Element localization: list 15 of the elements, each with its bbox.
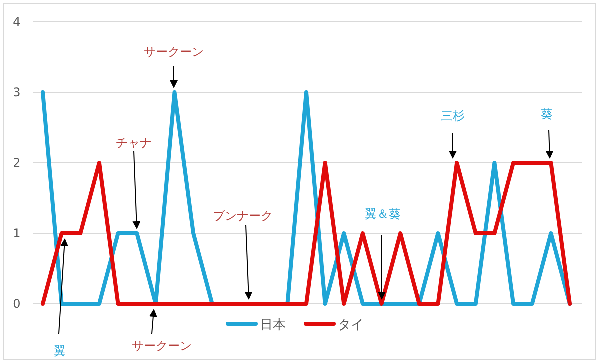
- y-tick-label: 4: [13, 15, 21, 29]
- y-tick-label: 1: [13, 226, 21, 240]
- annotation: 翼: [54, 344, 66, 358]
- annotation: チャナ: [116, 136, 152, 150]
- y-tick-label: 2: [13, 156, 21, 170]
- annotation: サークーン: [132, 339, 192, 353]
- legend-label: 日本: [260, 318, 286, 333]
- annotation: ブンナーク: [213, 209, 273, 223]
- annotation: 葵: [541, 107, 553, 121]
- y-tick-label: 3: [13, 86, 21, 100]
- y-tick-label: 0: [13, 297, 21, 311]
- annotation: 三杉: [441, 109, 465, 123]
- annotation: 翼＆葵: [365, 207, 401, 221]
- annotation: サークーン: [144, 45, 204, 59]
- legend-label: タイ: [338, 318, 364, 333]
